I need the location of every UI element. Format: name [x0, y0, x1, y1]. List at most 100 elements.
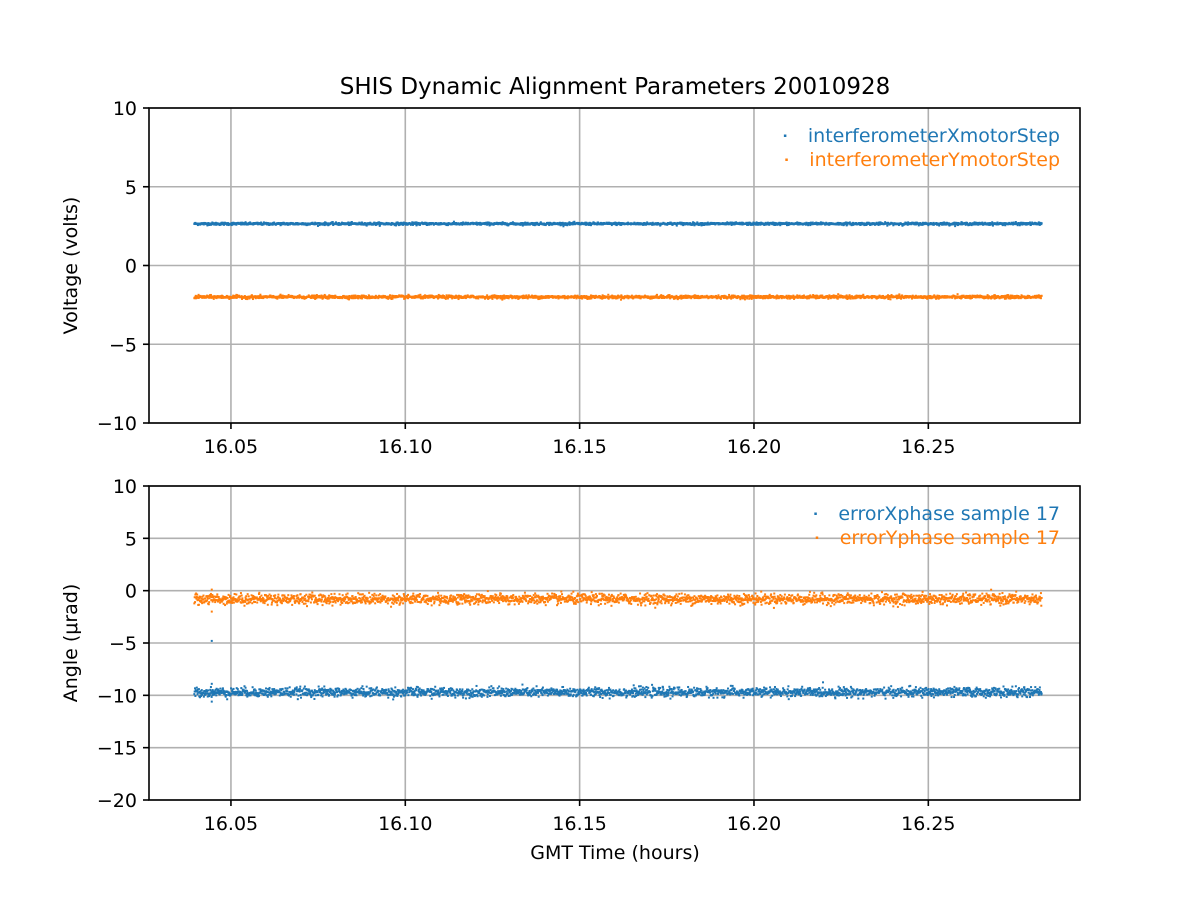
data-point	[649, 297, 652, 300]
data-point	[214, 295, 217, 298]
data-point	[321, 295, 324, 298]
data-point	[620, 295, 623, 298]
data-point	[599, 297, 602, 300]
data-point	[425, 223, 428, 226]
data-point	[819, 221, 822, 224]
data-point	[525, 294, 528, 297]
data-point	[391, 297, 394, 300]
data-point	[1040, 294, 1043, 297]
data-point	[742, 294, 745, 297]
data-point	[743, 296, 746, 299]
x-tick-label: 16.25	[901, 436, 955, 458]
data-point	[971, 296, 974, 299]
data-point	[206, 695, 209, 698]
data-point	[1033, 294, 1036, 297]
data-point	[487, 223, 490, 226]
data-point	[773, 223, 776, 226]
data-point	[762, 294, 765, 297]
series-points-group	[193, 588, 1043, 703]
data-point	[914, 294, 917, 297]
data-point	[566, 224, 569, 227]
data-point	[760, 221, 763, 224]
data-point	[231, 223, 234, 226]
data-point	[477, 297, 480, 300]
data-point	[230, 692, 233, 695]
data-point	[221, 223, 224, 226]
data-point	[228, 297, 231, 300]
data-point	[194, 294, 197, 297]
data-point	[589, 296, 592, 299]
data-point	[1026, 295, 1029, 298]
data-point	[651, 221, 654, 224]
data-point	[193, 693, 196, 696]
data-point	[746, 222, 749, 225]
data-point	[542, 296, 545, 299]
data-point	[514, 295, 517, 298]
data-point	[322, 222, 325, 225]
data-point	[306, 223, 309, 226]
data-point	[314, 297, 317, 300]
data-point	[675, 224, 678, 227]
data-point	[748, 297, 751, 300]
data-point	[240, 687, 243, 690]
data-point	[921, 223, 924, 226]
data-point	[755, 296, 758, 299]
data-point	[848, 221, 851, 224]
data-point	[429, 294, 432, 297]
data-point	[1035, 296, 1038, 299]
data-point	[286, 223, 289, 226]
data-point	[212, 222, 215, 225]
data-point	[922, 297, 925, 300]
data-point	[211, 221, 214, 224]
data-point	[346, 295, 349, 298]
data-point	[260, 221, 263, 224]
data-point	[968, 294, 971, 297]
data-point	[802, 294, 805, 297]
data-point	[942, 223, 945, 226]
data-point	[230, 687, 233, 690]
data-point	[981, 221, 984, 224]
data-point	[197, 688, 200, 691]
data-point	[910, 295, 913, 298]
data-point	[619, 298, 622, 301]
data-point	[878, 221, 881, 224]
data-point	[580, 297, 583, 300]
y-tick-label: 10	[113, 98, 137, 120]
data-point	[900, 297, 903, 300]
data-point	[193, 690, 196, 693]
data-point	[348, 298, 351, 301]
data-point	[366, 222, 369, 225]
data-point	[213, 690, 216, 693]
data-point	[852, 223, 855, 226]
data-point	[992, 295, 995, 298]
data-point	[220, 223, 223, 226]
data-point	[586, 298, 589, 301]
data-point	[792, 294, 795, 297]
data-point	[319, 296, 322, 299]
data-point	[394, 223, 397, 226]
data-point	[665, 296, 668, 299]
data-point	[539, 221, 542, 224]
data-point	[491, 297, 494, 300]
data-point	[366, 297, 369, 300]
data-point	[659, 296, 662, 299]
data-point	[1001, 222, 1004, 225]
data-point	[746, 297, 749, 300]
data-point	[601, 294, 604, 297]
data-point	[537, 298, 540, 301]
data-point	[455, 294, 458, 297]
y-tick-label: 0	[125, 256, 137, 278]
data-point	[225, 694, 228, 697]
data-point	[202, 695, 205, 698]
data-point	[217, 691, 220, 694]
data-point	[259, 222, 262, 225]
data-point	[268, 296, 271, 299]
data-point	[836, 297, 839, 300]
data-point	[218, 693, 221, 696]
data-point	[489, 223, 492, 226]
data-point	[680, 297, 683, 300]
data-point	[506, 295, 509, 298]
data-point	[244, 297, 247, 300]
data-point	[327, 224, 330, 227]
data-point	[357, 297, 360, 300]
